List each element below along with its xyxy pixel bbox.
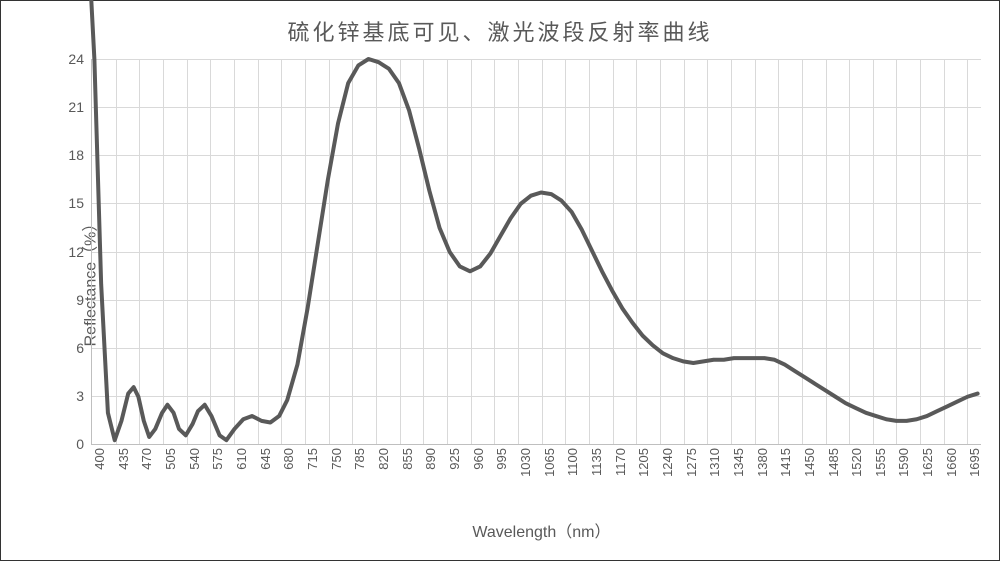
y-tick-label: 9 bbox=[76, 292, 84, 308]
y-tick-label: 3 bbox=[76, 388, 84, 404]
x-tick-label: 1100 bbox=[565, 448, 580, 476]
x-tick-label: 855 bbox=[400, 448, 415, 470]
x-tick-label: 1205 bbox=[636, 448, 651, 477]
plot-area: 0369121518212440043547050554057561064568… bbox=[91, 59, 981, 445]
x-tick-label: 1695 bbox=[967, 448, 982, 477]
x-tick-label: 750 bbox=[329, 448, 344, 470]
x-tick-label: 960 bbox=[471, 448, 486, 470]
x-tick-label: 820 bbox=[376, 448, 391, 470]
x-tick-label: 1380 bbox=[755, 448, 770, 477]
y-tick-label: 0 bbox=[76, 436, 84, 452]
y-tick-label: 18 bbox=[68, 147, 84, 163]
x-tick-label: 435 bbox=[116, 448, 131, 470]
x-tick-label: 1520 bbox=[849, 448, 864, 477]
x-tick-label: 890 bbox=[423, 448, 438, 470]
curve-path bbox=[91, 0, 978, 440]
x-tick-label: 1310 bbox=[707, 448, 722, 477]
reflectance-curve bbox=[91, 59, 981, 445]
x-tick-label: 610 bbox=[234, 448, 249, 470]
x-tick-label: 995 bbox=[494, 448, 509, 470]
chart-container: 硫化锌基底可见、激光波段反射率曲线 Reflectance（%） Wavelen… bbox=[0, 0, 1000, 561]
x-axis-title: Wavelength（nm） bbox=[472, 518, 610, 542]
x-tick-label: 1590 bbox=[896, 448, 911, 477]
x-tick-label: 925 bbox=[447, 448, 462, 470]
x-tick-label: 715 bbox=[305, 448, 320, 470]
x-tick-label: 1555 bbox=[873, 448, 888, 477]
x-tick-label: 1345 bbox=[731, 448, 746, 477]
x-tick-label: 575 bbox=[210, 448, 225, 470]
chart-title: 硫化锌基底可见、激光波段反射率曲线 bbox=[1, 1, 999, 47]
x-tick-label: 1415 bbox=[778, 448, 793, 477]
x-tick-label: 1660 bbox=[944, 448, 959, 477]
x-tick-label: 1625 bbox=[920, 448, 935, 477]
y-tick-label: 21 bbox=[68, 99, 84, 115]
x-tick-label: 645 bbox=[258, 448, 273, 470]
x-tick-label: 785 bbox=[352, 448, 367, 470]
x-tick-label: 470 bbox=[139, 448, 154, 470]
y-tick-label: 24 bbox=[68, 51, 84, 67]
x-tick-label: 1135 bbox=[589, 448, 604, 476]
x-tick-label: 540 bbox=[187, 448, 202, 470]
x-tick-label: 1170 bbox=[613, 448, 628, 476]
x-tick-label: 1065 bbox=[542, 448, 557, 477]
x-tick-label: 400 bbox=[92, 448, 107, 470]
y-tick-label: 6 bbox=[76, 340, 84, 356]
x-tick-label: 1450 bbox=[802, 448, 817, 477]
y-tick-label: 12 bbox=[68, 244, 84, 260]
x-tick-label: 1240 bbox=[660, 448, 675, 477]
x-tick-label: 680 bbox=[281, 448, 296, 470]
x-tick-label: 505 bbox=[163, 448, 178, 470]
x-tick-label: 1485 bbox=[826, 448, 841, 477]
x-tick-label: 1275 bbox=[684, 448, 699, 477]
y-tick-label: 15 bbox=[68, 195, 84, 211]
x-tick-label: 1030 bbox=[518, 448, 533, 477]
